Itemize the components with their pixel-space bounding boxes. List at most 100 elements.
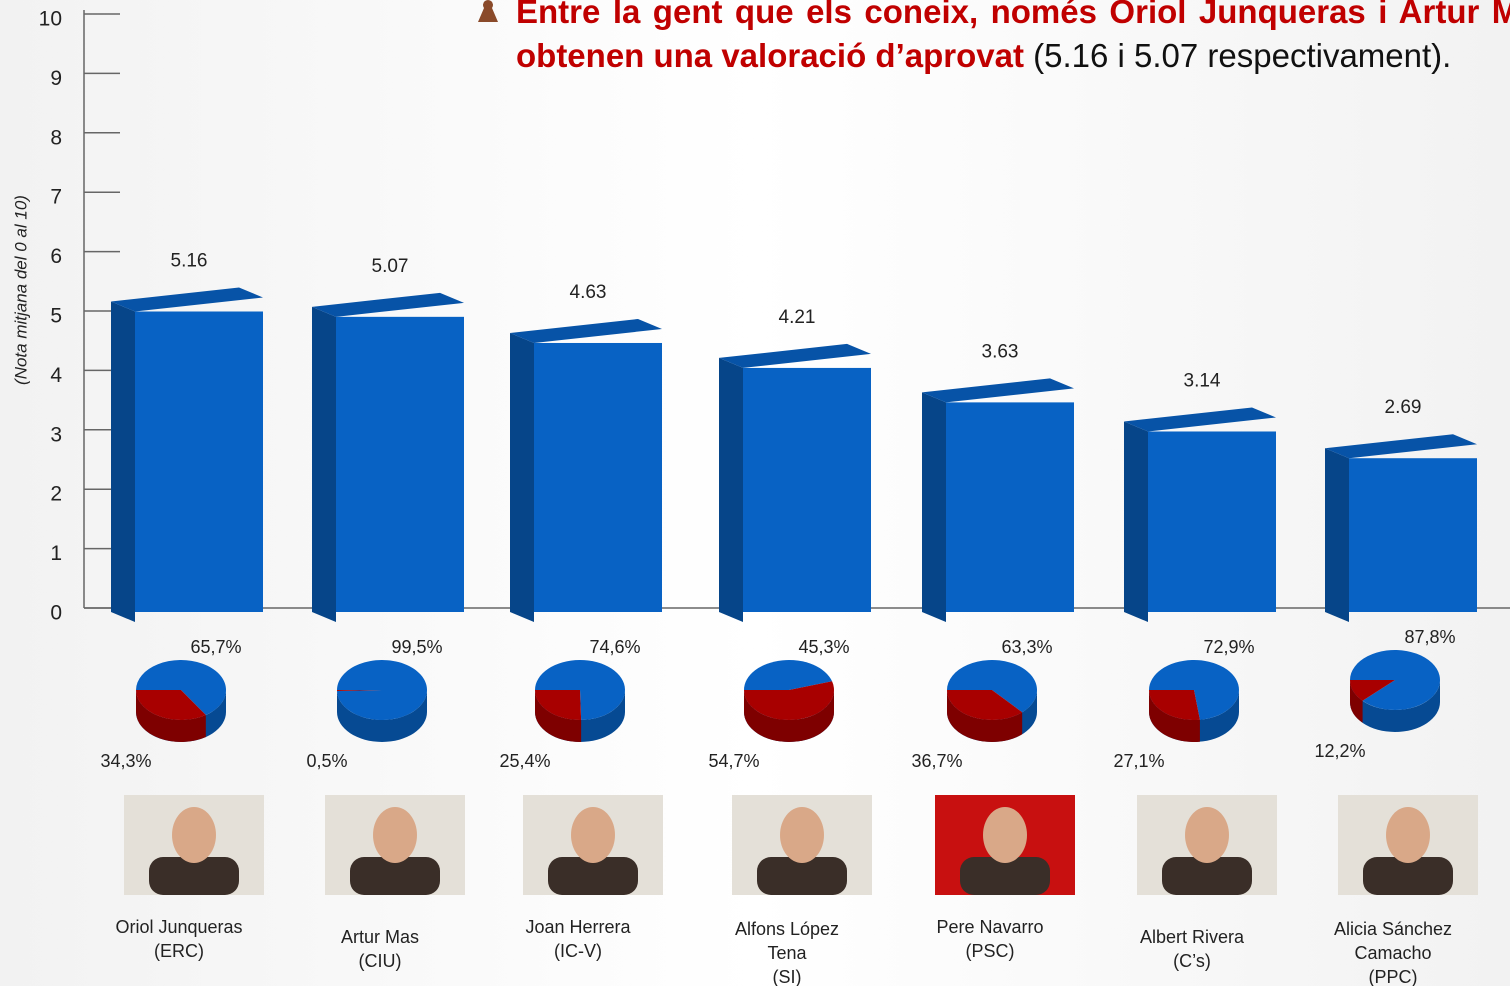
- photo-body: [350, 857, 440, 895]
- y-tick-label: 10: [39, 8, 62, 31]
- candidate-name: Camacho: [1354, 943, 1431, 963]
- y-tick-label: 6: [50, 245, 62, 268]
- pie-side: [1149, 690, 1200, 743]
- candidate-name: (C’s): [1173, 951, 1211, 971]
- photo-face: [780, 807, 824, 863]
- pie-side: [947, 690, 1023, 742]
- pie-slice: [744, 681, 834, 720]
- candidate-name: (PPC): [1369, 967, 1418, 986]
- bar: [743, 367, 871, 612]
- y-tick-label: 3: [50, 423, 62, 446]
- bullet-icon: [478, 0, 498, 22]
- photo-body: [1162, 857, 1252, 895]
- y-tick-label: 1: [50, 542, 62, 565]
- bar: [1148, 431, 1276, 612]
- pie-slice: [744, 660, 833, 690]
- candidate-name: Pere Navarro: [936, 917, 1043, 937]
- pie-label: 34,3%: [100, 751, 151, 771]
- pie-slice: [136, 660, 226, 716]
- pie-label: 12,2%: [1314, 741, 1365, 761]
- candidate-name: Alicia Sánchez: [1334, 919, 1452, 939]
- headline-rest: (5.16 i 5.07 respectivament).: [1033, 37, 1452, 74]
- candidate-name: Alfons López: [735, 919, 839, 939]
- bar: [946, 402, 1074, 612]
- pie-label: 45,3%: [798, 637, 849, 657]
- bar: [135, 311, 263, 612]
- pie-slice: [337, 690, 382, 691]
- bar-value-label: 3.14: [1184, 370, 1221, 391]
- bar-side: [312, 306, 336, 622]
- pie-label: 72,9%: [1203, 637, 1254, 657]
- pie-side: [1350, 680, 1440, 732]
- y-tick-label: 8: [50, 126, 62, 149]
- y-tick-label: 5: [50, 305, 62, 328]
- bar-value-label: 5.16: [171, 251, 208, 272]
- photo-body: [1363, 857, 1453, 895]
- pie-slice: [947, 660, 1037, 713]
- candidate-name: Joan Herrera: [525, 917, 631, 937]
- photo-face: [1185, 807, 1229, 863]
- y-tick-label: 0: [50, 602, 62, 625]
- pie-side: [136, 690, 206, 742]
- pie-label: 27,1%: [1113, 751, 1164, 771]
- candidate-name: Oriol Junqueras: [115, 917, 242, 937]
- candidate-name: Artur Mas: [341, 927, 419, 947]
- photo-face: [172, 807, 216, 863]
- bar: [1349, 458, 1477, 612]
- pie-label: 36,7%: [911, 751, 962, 771]
- bar-value-label: 5.07: [372, 256, 409, 277]
- bar-top: [719, 343, 871, 368]
- bar-side: [510, 332, 534, 622]
- candidate-name: Albert Rivera: [1140, 927, 1245, 947]
- bar-top: [111, 287, 263, 312]
- y-tick-label: 2: [50, 483, 62, 506]
- candidate-name: (SI): [773, 967, 802, 986]
- bar-value-label: 4.21: [779, 307, 816, 328]
- photo-body: [548, 857, 638, 895]
- pie-side: [744, 690, 834, 742]
- headline: Entre la gent que els coneix, només Orio…: [516, 0, 1510, 78]
- bar-value-label: 3.63: [982, 341, 1019, 362]
- pie-side: [337, 690, 427, 742]
- candidate-name: (ERC): [154, 941, 204, 961]
- pie-side: [1350, 680, 1363, 723]
- bar: [534, 342, 662, 612]
- pie-slice: [1149, 660, 1240, 720]
- y-tick-label: 7: [50, 186, 62, 209]
- bar-top: [1325, 434, 1477, 459]
- bar-side: [1124, 421, 1148, 622]
- pie-side: [535, 690, 582, 742]
- pie-label: 0,5%: [306, 751, 347, 771]
- bar-top: [510, 318, 662, 343]
- bar: [336, 316, 464, 612]
- bar-top: [922, 378, 1074, 403]
- photo-face: [983, 807, 1027, 863]
- pie-label: 87,8%: [1404, 627, 1455, 647]
- pie-label: 63,3%: [1001, 637, 1052, 657]
- pie-label: 25,4%: [499, 751, 550, 771]
- bar-side: [922, 392, 946, 622]
- bar-side: [1325, 448, 1349, 622]
- pie-slice: [535, 690, 582, 721]
- headline-bold: Entre la gent que els coneix, només Orio…: [516, 0, 1510, 74]
- photo-face: [571, 807, 615, 863]
- pie-slice: [1350, 680, 1395, 701]
- candidate-name: (CIU): [359, 951, 402, 971]
- photo-body: [757, 857, 847, 895]
- candidate-name: (IC-V): [554, 941, 602, 961]
- pie-label: 65,7%: [190, 637, 241, 657]
- candidate-name: (PSC): [966, 941, 1015, 961]
- pie-slice: [1149, 690, 1200, 720]
- y-tick-label: 9: [50, 67, 62, 90]
- photo-face: [1386, 807, 1430, 863]
- pie-label: 74,6%: [589, 637, 640, 657]
- pie-slice: [535, 660, 626, 720]
- pie-slice: [136, 690, 206, 721]
- candidate-name: Tena: [767, 943, 807, 963]
- photo-body: [149, 857, 239, 895]
- photo-body: [960, 857, 1050, 895]
- pie-label: 54,7%: [708, 751, 759, 771]
- photo-face: [373, 807, 417, 863]
